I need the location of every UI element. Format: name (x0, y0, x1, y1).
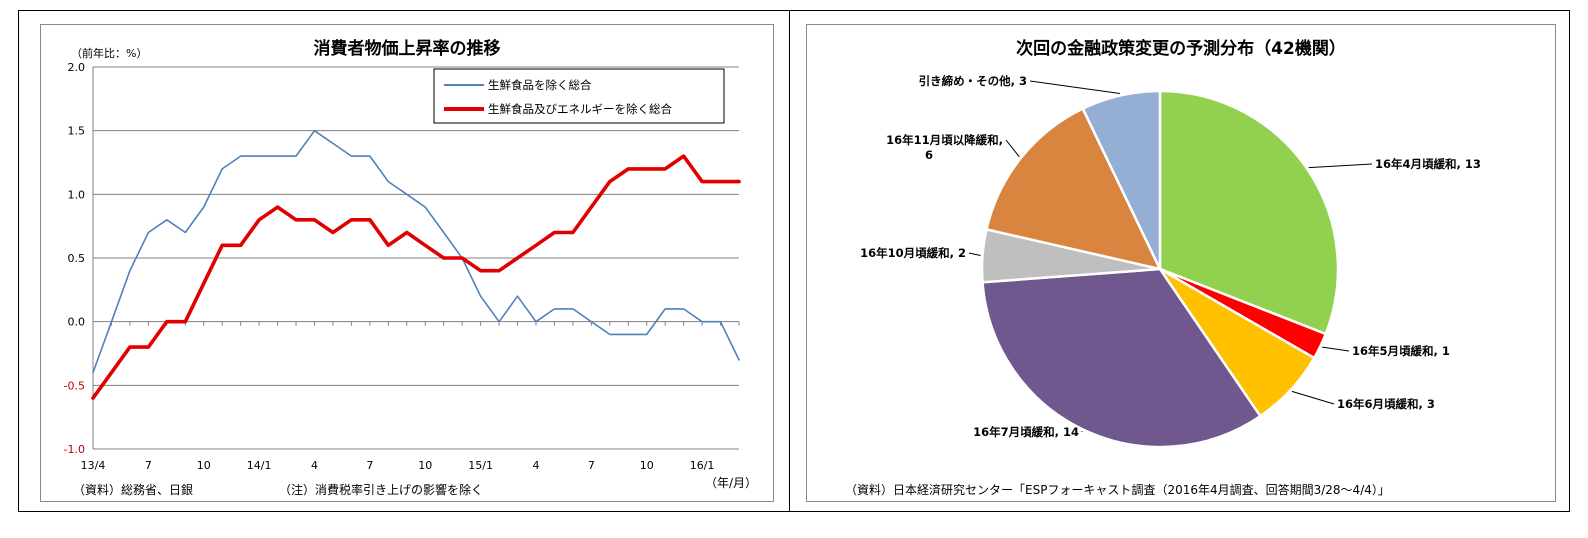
pie-source-note: （資料）日本経済研究センター「ESPフォーキャスト調査（2016年4月調査、回答… (845, 482, 1390, 497)
legend-box (433, 68, 725, 124)
x-tick-label: 10 (640, 459, 654, 472)
cpi-legend: 生鮮食品を除く総合 生鮮食品及びエネルギーを除く総合 (433, 68, 725, 124)
x-tick-label: 7 (145, 459, 152, 472)
pie-slice-label: 16年11月頃以降緩和, 6 (886, 133, 1003, 162)
pie-slice (985, 106, 1163, 271)
policy-forecast-pie-chart: 次回の金融政策変更の予測分布（42機関） 16年4月頃緩和, 13 16年5月頃緩… (845, 38, 1481, 497)
pie-slice-label: 16年4月頃緩和, 13 (1375, 157, 1481, 171)
pie-leader-line (1029, 80, 1120, 94)
legend-label-core-cpi: 生鮮食品を除く総合 (488, 78, 592, 92)
pie-slice-label: 16年10月頃緩和, 2 (860, 246, 966, 260)
y-tick-label: 1.5 (68, 125, 86, 138)
pie-slice-label: 16年6月頃緩和, 3 (1337, 397, 1435, 411)
cpi-source-note: （資料）総務省、日銀 (73, 483, 193, 497)
pie-slice-label: 16年5月頃緩和, 1 (1352, 344, 1450, 358)
pie-leader-line (1291, 390, 1335, 405)
x-tick-label: 10 (418, 459, 432, 472)
x-tick-label: 15/1 (468, 459, 493, 472)
cpi-chart-panel: 消費者物価上昇率の推移 （前年比：%） （年/月） （資料）総務省、日銀 （注）… (40, 24, 774, 502)
policy-forecast-panel: 次回の金融政策変更の予測分布（42機関） 16年4月頃緩和, 13 16年5月頃緩… (806, 24, 1556, 502)
x-tick-label: 4 (311, 459, 318, 472)
cpi-x-axis-label: （年/月） (705, 476, 757, 490)
pie-slice-label: 引き締め・その他, 3 (919, 74, 1027, 88)
series-line-core-core-cpi (91, 154, 741, 400)
pie-slice (1081, 89, 1162, 270)
y-tick-label: 0.0 (68, 316, 86, 329)
outer-frame (18, 10, 1570, 512)
x-tick-label: 4 (532, 459, 539, 472)
x-tick-label: 13/4 (81, 459, 106, 472)
y-tick-label: -1.0 (64, 443, 85, 456)
cpi-chart-title: 消費者物価上昇率の推移 (314, 38, 501, 59)
pie-leader-line (968, 252, 981, 256)
pie-slice (981, 267, 1263, 449)
pie-slice (1158, 89, 1340, 336)
x-tick-label: 10 (197, 459, 211, 472)
pie-leader-line (1322, 346, 1350, 352)
y-tick-label: 0.5 (68, 252, 86, 265)
pie-slice-label: 16年7月頃緩和, 14 (973, 425, 1079, 439)
x-tick-label: 7 (588, 459, 595, 472)
y-tick-label: 1.0 (68, 188, 86, 201)
cpi-footnote: （注）消費税率引き上げの影響を除く (279, 482, 483, 497)
pie-chart-title: 次回の金融政策変更の予測分布（42機関） (1016, 38, 1346, 59)
x-tick-label: 14/1 (247, 459, 272, 472)
x-tick-label: 7 (366, 459, 373, 472)
pie-leader-line (1005, 139, 1020, 158)
y-tick-label: -0.5 (64, 379, 85, 392)
legend-label-core-core-cpi: 生鮮食品及びエネルギーを除く総合 (488, 102, 672, 116)
cpi-y-axis-label: （前年比：%） (71, 46, 147, 60)
pie-leader-line (1308, 163, 1373, 169)
x-tick-label: 16/1 (690, 459, 715, 472)
cpi-line-chart: 消費者物価上昇率の推移 （前年比：%） （年/月） （資料）総務省、日銀 （注）… (64, 38, 757, 497)
y-tick-label: 2.0 (68, 61, 86, 74)
panel-divider (789, 10, 790, 512)
series-line-core-cpi (92, 129, 740, 374)
